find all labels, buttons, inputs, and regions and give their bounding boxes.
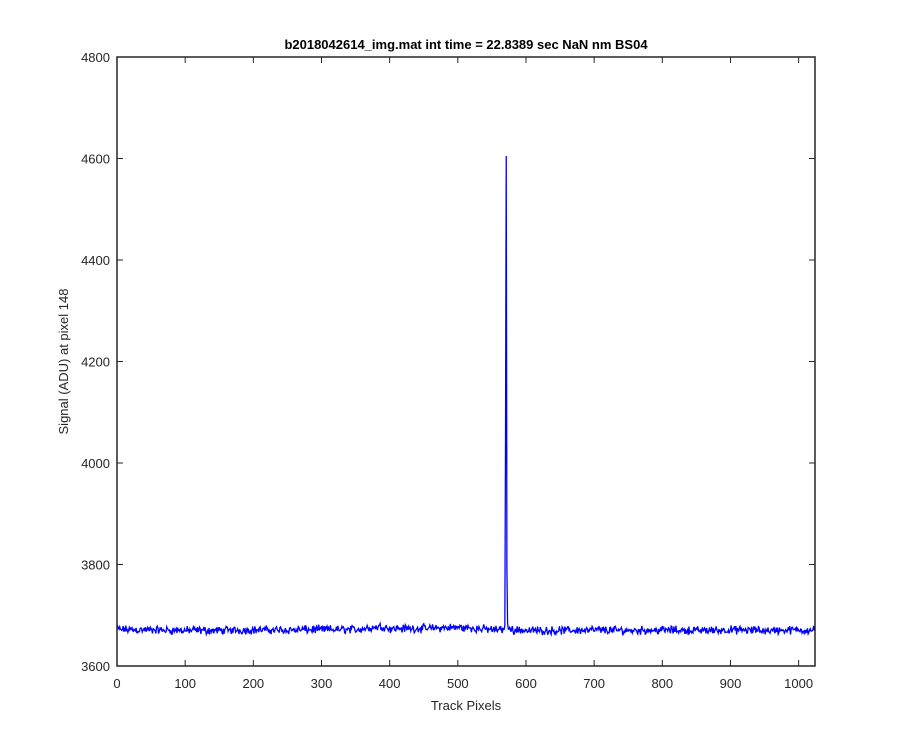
- x-tick-label: 0: [113, 676, 120, 691]
- series-layer: [116, 155, 815, 637]
- x-tick-label: 1000: [784, 676, 813, 691]
- x-tick-label: 100: [174, 676, 196, 691]
- y-tick-label: 3800: [81, 558, 110, 573]
- x-tick-label: 500: [447, 676, 469, 691]
- y-tick-label: 4000: [81, 456, 110, 471]
- x-tick-label: 900: [720, 676, 742, 691]
- x-tick-label: 700: [583, 676, 605, 691]
- y-axis-label: Signal (ADU) at pixel 148: [56, 289, 71, 435]
- y-tick-label: 4800: [81, 50, 110, 65]
- y-tick-label: 4200: [81, 355, 110, 370]
- plot-area: [117, 57, 815, 666]
- x-axis-label: Track Pixels: [431, 698, 502, 713]
- x-axis-ticks: 0 100 200 300 400 500 600 700 800 900 1000: [113, 57, 813, 691]
- x-tick-label: 400: [379, 676, 401, 691]
- x-tick-label: 800: [651, 676, 673, 691]
- series-line: [116, 155, 815, 637]
- y-axis-ticks: 3600 3800 4000 4200 4400 4600 4800: [81, 50, 815, 674]
- x-tick-label: 300: [311, 676, 333, 691]
- x-tick-label: 200: [242, 676, 264, 691]
- y-tick-label: 3600: [81, 659, 110, 674]
- chart-title: b2018042614_img.mat int time = 22.8389 s…: [284, 37, 648, 52]
- x-tick-label: 600: [515, 676, 537, 691]
- y-tick-label: 4400: [81, 253, 110, 268]
- y-tick-label: 4600: [81, 152, 110, 167]
